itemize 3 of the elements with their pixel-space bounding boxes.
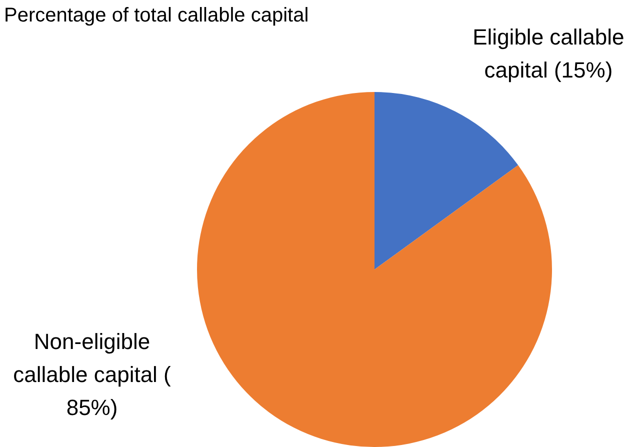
slice-label: Non-eligible callable capital ( 85%): [13, 329, 172, 420]
slice-label: Eligible callable capital (15%): [472, 24, 624, 83]
chart-title: Percentage of total callable capital: [4, 4, 309, 27]
